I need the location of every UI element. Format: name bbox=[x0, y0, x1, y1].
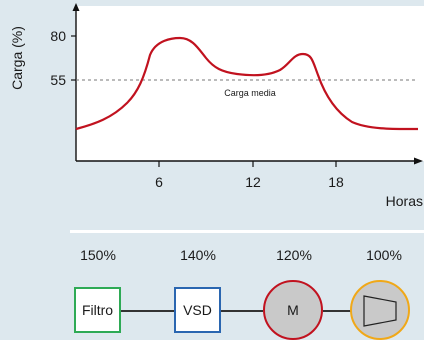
y-axis-arrow bbox=[72, 3, 80, 11]
load-chart: Carga (%) 80 55 6 12 18 Horas Carga medi… bbox=[9, 3, 423, 209]
x-tick-label-18: 18 bbox=[328, 174, 344, 190]
average-load-label: Carga media bbox=[224, 88, 276, 98]
vsd-label: VSD bbox=[183, 302, 212, 318]
pump-node bbox=[350, 280, 410, 340]
y-tick-label-55: 55 bbox=[50, 72, 66, 88]
connector-filter-vsd bbox=[121, 310, 174, 312]
x-axis-arrow bbox=[414, 157, 423, 165]
x-tick-label-12: 12 bbox=[245, 174, 261, 190]
filter-percent: 150% bbox=[80, 247, 116, 263]
connector-vsd-motor bbox=[221, 310, 263, 312]
filter-label: Filtro bbox=[81, 302, 114, 318]
pump-icon bbox=[363, 295, 397, 327]
vsd-percent: 140% bbox=[180, 247, 216, 263]
load-curve bbox=[75, 36, 419, 131]
y-tick-label-80: 80 bbox=[50, 28, 66, 44]
x-axis-label: Horas bbox=[386, 193, 423, 209]
filter-node: Filtro bbox=[74, 287, 121, 333]
y-axis-label: Carga (%) bbox=[9, 26, 25, 90]
section-divider bbox=[70, 230, 424, 233]
x-tick-label-6: 6 bbox=[155, 174, 163, 190]
connector-motor-pump bbox=[323, 310, 354, 312]
vsd-node: VSD bbox=[174, 287, 221, 333]
motor-percent: 120% bbox=[276, 247, 312, 263]
chart-panel bbox=[76, 6, 424, 161]
motor-label: M bbox=[287, 302, 299, 318]
pump-percent: 100% bbox=[366, 247, 402, 263]
motor-node: M bbox=[263, 280, 323, 340]
